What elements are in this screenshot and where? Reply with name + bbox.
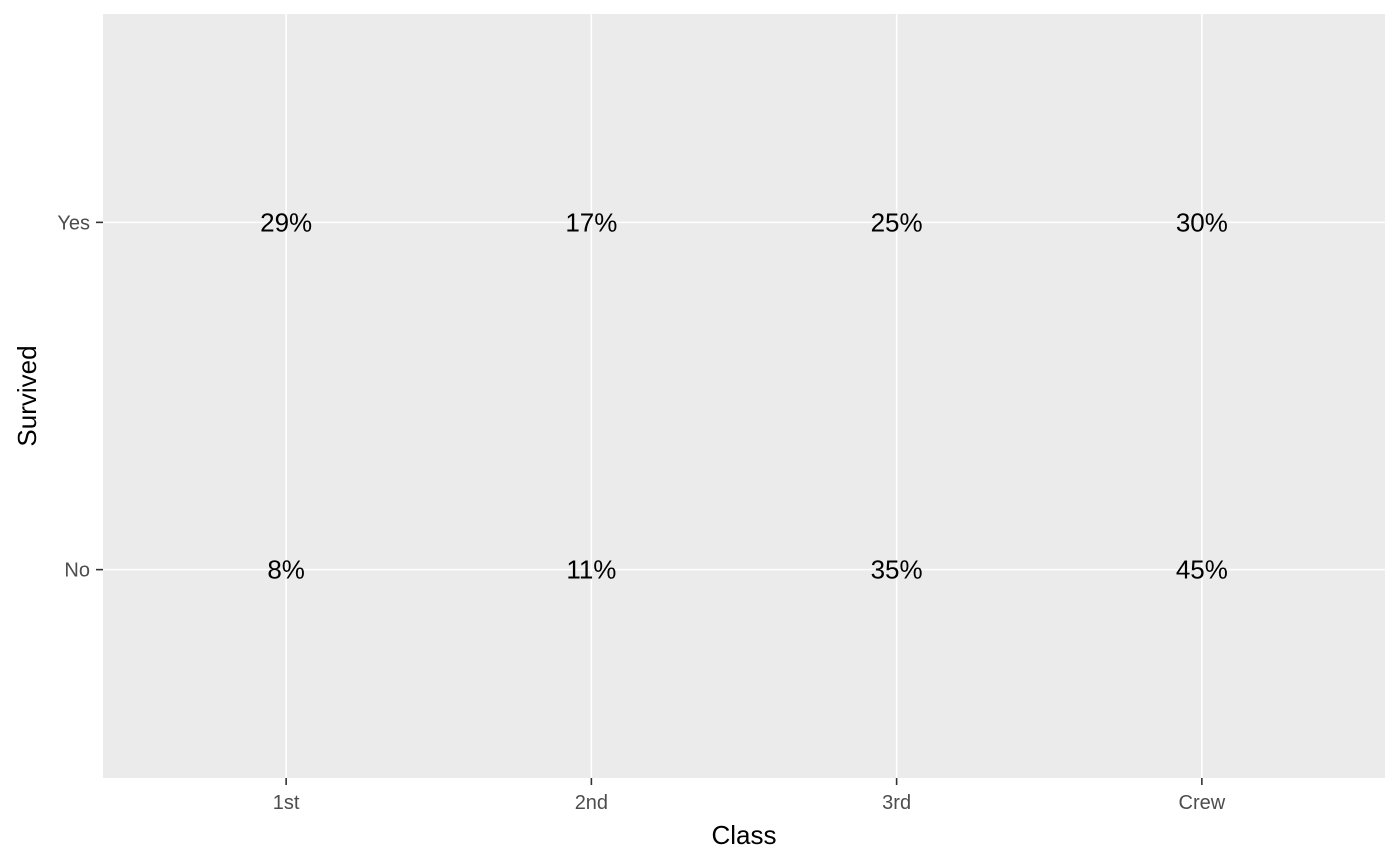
y-axis-title: Survived [12, 345, 42, 446]
y-tick-label-no: No [64, 560, 90, 582]
x-tick-label-1st: 1st [273, 792, 300, 814]
x-tick-label-2nd: 2nd [575, 792, 608, 814]
cell-labels: 29% 17% 25% 30% 8% 11% 35% 45% [260, 207, 1228, 584]
cell-label-2nd-no: 11% [566, 555, 616, 585]
cell-label-3rd-no: 35% [871, 555, 923, 585]
x-tick-label-crew: Crew [1179, 792, 1226, 814]
x-tick-label-3rd: 3rd [882, 792, 911, 814]
y-tick-label-yes: Yes [57, 212, 90, 234]
grid-lines [103, 14, 1385, 778]
cell-label-crew-no: 45% [1176, 555, 1228, 585]
cell-label-1st-yes: 29% [260, 207, 312, 237]
plot-panel [103, 14, 1385, 778]
x-axis: 1st 2nd 3rd Crew [273, 778, 1226, 814]
cell-label-crew-yes: 30% [1176, 207, 1228, 237]
cell-label-2nd-yes: 17% [565, 207, 617, 237]
x-axis-title: Class [711, 820, 776, 850]
cell-label-3rd-yes: 25% [871, 207, 923, 237]
cell-label-1st-no: 8% [267, 555, 305, 585]
y-axis: No Yes [57, 212, 103, 582]
